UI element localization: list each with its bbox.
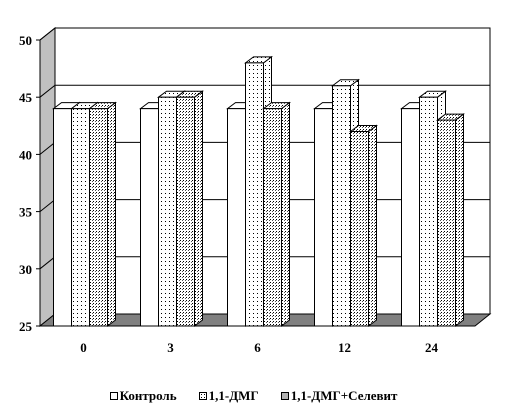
x-tick-label: 3 <box>167 340 174 355</box>
bars <box>52 55 465 327</box>
legend-item-dmg: 1,1-ДМГ <box>198 388 259 404</box>
y-tick-label: 30 <box>19 262 32 277</box>
x-tick-label: 24 <box>425 340 439 355</box>
legend-label-control: Контроль <box>119 388 177 403</box>
bar <box>158 96 177 327</box>
x-tick-label: 6 <box>254 340 261 355</box>
legend-item-control: Контроль <box>109 388 177 404</box>
bar-side <box>281 101 290 327</box>
bar <box>401 108 420 327</box>
legend-label-dmg: 1,1-ДМГ <box>208 388 259 403</box>
y-tick-label: 35 <box>19 205 33 220</box>
bar <box>53 108 72 327</box>
bar <box>332 85 351 327</box>
legend-swatch-dmg-selevit <box>280 392 289 400</box>
y-tick-label: 45 <box>19 90 33 105</box>
bar-side <box>194 90 203 327</box>
x-tick-label: 12 <box>338 340 351 355</box>
legend-swatch-dmg <box>198 392 207 400</box>
bar <box>140 108 159 327</box>
side-wall <box>39 26 56 328</box>
bar <box>314 108 333 327</box>
bar <box>227 108 246 327</box>
bar-side <box>455 113 464 327</box>
bar <box>263 108 282 327</box>
y-tick-label: 25 <box>19 319 33 334</box>
x-tick-label: 0 <box>80 340 87 355</box>
legend: Контроль 1,1-ДМГ 1,1-ДМГ+Селевит <box>0 385 507 407</box>
bar <box>245 62 264 327</box>
legend-label-dmg-selevit: 1,1-ДМГ+Селевит <box>290 388 398 403</box>
bar <box>176 96 195 327</box>
bar <box>419 96 438 327</box>
legend-item-dmg-selevit: 1,1-ДМГ+Селевит <box>280 388 398 404</box>
y-tick-label: 50 <box>19 33 32 48</box>
legend-swatch-control <box>109 392 118 400</box>
axis-ticks: 25 30 35 40 45 50 0 3 6 12 24 <box>19 33 439 355</box>
gridline <box>39 27 490 41</box>
bar <box>71 108 90 327</box>
bar-side <box>368 124 377 327</box>
bar <box>89 108 108 327</box>
bar <box>437 119 456 327</box>
bar-side <box>107 101 116 327</box>
y-tick-label: 40 <box>19 147 32 162</box>
bar <box>350 131 369 327</box>
